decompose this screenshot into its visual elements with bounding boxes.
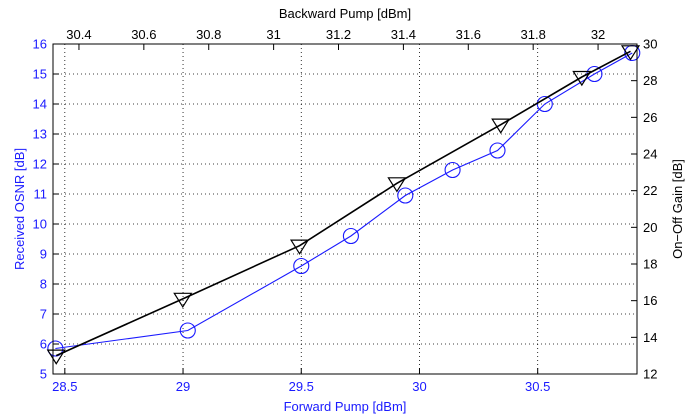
data-point-gain: [491, 118, 511, 134]
data-point-osnr: [179, 322, 196, 339]
tick-label-y-right: 24: [643, 147, 657, 162]
tick-label-x-bottom: 30: [412, 379, 426, 394]
x-axis-bottom-label: Forward Pump [dBm]: [284, 399, 407, 414]
plot-series: [46, 44, 641, 365]
tick-label-x-top: 31.2: [326, 27, 351, 42]
x-axis-top-label: Backward Pump [dBm]: [279, 6, 411, 21]
tick-label-y-left: 11: [34, 187, 48, 202]
tick-label-x-top: 30.8: [196, 27, 221, 42]
tick-label-y-left: 7: [40, 307, 47, 322]
series-osnr: [47, 44, 641, 357]
tick-label-y-left: 13: [33, 127, 47, 142]
tick-label-y-left: 5: [40, 367, 47, 382]
data-point-osnr: [293, 257, 310, 275]
tick-label-y-left: 16: [33, 37, 47, 52]
tick-label-y-right: 20: [643, 220, 657, 235]
tick-label-y-right: 26: [643, 110, 657, 125]
series-line-osnr: [55, 52, 633, 350]
series-gain: [46, 45, 641, 365]
tick-label-x-bottom: 29.5: [289, 379, 314, 394]
tick-label-y-left: 14: [33, 97, 47, 112]
tick-label-y-right: 14: [643, 330, 657, 345]
tick-label-x-top: 32: [591, 27, 605, 42]
tick-label-x-bottom: 29: [176, 379, 190, 394]
tick-label-x-top: 31.4: [391, 27, 416, 42]
data-point-osnr: [47, 340, 64, 357]
tick-label-y-left: 9: [40, 247, 47, 262]
tick-label-y-left: 12: [33, 157, 47, 172]
data-point-osnr: [444, 161, 461, 179]
tick-label-x-top: 30.6: [131, 27, 156, 42]
grid: [53, 43, 637, 375]
tick-label-x-bottom: 30.5: [525, 379, 550, 394]
tick-label-x-top: 31.8: [521, 27, 546, 42]
tick-label-y-left: 6: [40, 337, 47, 352]
data-point-gain: [46, 349, 66, 365]
data-point-osnr: [342, 227, 359, 245]
tick-label-y-right: 22: [643, 183, 657, 198]
data-point-gain: [173, 292, 193, 309]
data-point-gain: [387, 177, 407, 193]
tick-label-y-left: 8: [40, 277, 47, 292]
tick-label-y-right: 18: [643, 257, 657, 272]
tick-label-y-right: 12: [643, 367, 657, 382]
tick-label-y-left: 10: [33, 217, 47, 232]
y-axis-right-label: On−Off Gain [dB]: [670, 159, 685, 259]
data-point-gain: [572, 70, 592, 87]
tick-label-y-right: 28: [643, 73, 657, 88]
tick-label-y-left: 15: [33, 67, 47, 82]
y-axis-left-label: Received OSNR [dB]: [12, 148, 27, 270]
axis-ticks: 28.5 29 29.5 30 30.5 30.4 30.6 30.8 31 31.2 31.4 31…: [33, 27, 658, 394]
data-point-osnr: [397, 187, 414, 204]
tick-label-x-bottom: 28.5: [52, 379, 77, 394]
tick-label-x-top: 31.6: [456, 27, 481, 42]
data-point-gain: [289, 239, 310, 255]
data-point-gain: [620, 45, 641, 61]
tick-label-x-top: 30.4: [66, 27, 91, 42]
plot-frame: [52, 43, 638, 375]
data-point-osnr: [489, 142, 506, 159]
tick-label-x-top: 31: [266, 27, 280, 42]
series-line-gain: [55, 50, 631, 357]
tick-label-y-right: 30: [643, 37, 657, 52]
tick-label-y-right: 16: [643, 293, 657, 308]
